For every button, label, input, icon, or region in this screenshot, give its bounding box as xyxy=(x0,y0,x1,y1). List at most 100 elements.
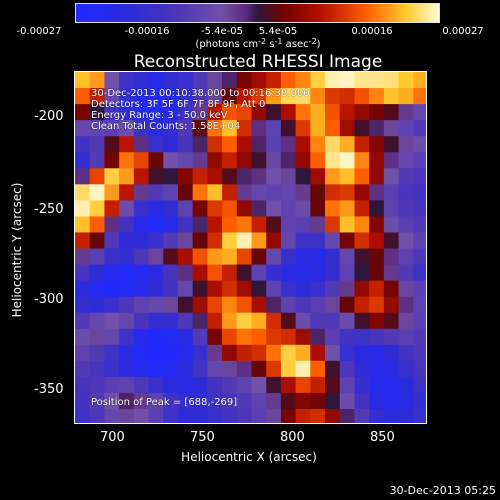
heatmap-cell xyxy=(369,392,385,410)
heatmap-cell xyxy=(369,296,385,314)
heatmap-cell xyxy=(266,360,282,378)
heatmap-cell xyxy=(207,136,223,153)
heatmap-cell xyxy=(177,312,194,330)
heatmap-cell xyxy=(75,200,91,218)
heatmap-cell xyxy=(192,184,208,201)
heatmap-cell xyxy=(325,88,341,105)
heatmap-cell xyxy=(236,120,253,137)
heatmap-cell xyxy=(192,152,208,169)
heatmap-cell xyxy=(280,376,297,394)
generated-timestamp: 30-Dec-2013 05:25 xyxy=(389,484,496,497)
colorbar-units-s: s xyxy=(266,39,275,50)
heatmap-cell xyxy=(89,360,106,378)
heatmap-cell xyxy=(339,184,356,201)
heatmap-cell xyxy=(280,264,297,282)
heatmap-cell xyxy=(104,168,120,185)
heatmap-cell xyxy=(369,88,385,105)
heatmap-cell xyxy=(207,120,223,137)
heatmap-cell xyxy=(280,344,297,362)
heatmap-cell xyxy=(163,264,179,282)
heatmap-cell xyxy=(339,296,356,314)
heatmap-cell xyxy=(192,72,208,89)
heatmap-cell xyxy=(148,408,164,423)
heatmap-cell xyxy=(119,136,135,153)
heatmap-cell xyxy=(177,408,194,423)
heatmap-cell xyxy=(398,200,414,218)
heatmap-cell xyxy=(295,248,311,266)
heatmap-cell xyxy=(104,136,120,153)
heatmap-cell xyxy=(280,232,297,250)
heatmap-cell xyxy=(104,216,120,234)
heatmap-cell xyxy=(119,216,135,234)
heatmap-cell xyxy=(222,312,238,330)
heatmap-cell xyxy=(383,312,400,330)
heatmap-cell xyxy=(192,200,208,218)
heatmap-cell xyxy=(148,152,164,169)
heatmap-cell xyxy=(383,216,400,234)
heatmap-cell xyxy=(148,168,164,185)
heatmap-cell xyxy=(177,216,194,234)
heatmap-cell xyxy=(163,408,179,423)
heatmap-cell xyxy=(325,216,341,234)
heatmap-cell xyxy=(163,200,179,218)
heatmap-cell xyxy=(280,248,297,266)
heatmap-cell xyxy=(398,280,414,298)
heatmap-cell xyxy=(207,360,223,378)
heatmap-cell xyxy=(310,104,326,121)
heatmap-cell xyxy=(119,264,135,282)
heatmap-cell xyxy=(310,168,326,185)
heatmap-cell xyxy=(222,232,238,250)
heatmap-cell xyxy=(413,328,426,346)
heatmap-cell xyxy=(222,392,238,410)
heatmap-cell xyxy=(339,376,356,394)
heatmap-cell xyxy=(148,376,164,394)
heatmap-cell xyxy=(163,280,179,298)
heatmap-cell xyxy=(310,328,326,346)
heatmap-cell xyxy=(251,312,267,330)
heatmap-cell xyxy=(192,264,208,282)
heatmap-cell xyxy=(207,184,223,201)
heatmap-cell xyxy=(325,152,341,169)
heatmap-cell xyxy=(339,72,356,89)
heatmap-cell xyxy=(236,184,253,201)
heatmap-cell xyxy=(104,344,120,362)
heatmap-cell xyxy=(251,392,267,410)
heatmap-cell xyxy=(177,264,194,282)
heatmap-cell xyxy=(413,88,426,105)
heatmap-cell xyxy=(236,408,253,423)
heatmap-cell xyxy=(148,216,164,234)
heatmap-cell xyxy=(89,392,106,410)
x-axis-tick: 700 xyxy=(100,430,125,445)
heatmap-cell xyxy=(398,264,414,282)
heatmap-cell xyxy=(236,296,253,314)
heatmap-cell xyxy=(177,232,194,250)
heatmap-cell xyxy=(192,376,208,394)
heatmap-cell xyxy=(207,200,223,218)
heatmap-cell xyxy=(177,184,194,201)
heatmap-cell xyxy=(148,344,164,362)
heatmap-cell xyxy=(222,376,238,394)
heatmap-cell xyxy=(222,216,238,234)
heatmap-cell xyxy=(251,344,267,362)
heatmap-cell xyxy=(75,296,91,314)
heatmap-cell xyxy=(295,328,311,346)
heatmap-cell xyxy=(413,280,426,298)
heatmap-cell xyxy=(295,136,311,153)
heatmap-cell xyxy=(119,152,135,169)
heatmap-cell xyxy=(89,88,106,105)
heatmap-cell xyxy=(383,72,400,89)
heatmap-cell xyxy=(266,152,282,169)
heatmap-cell xyxy=(398,296,414,314)
heatmap-cell xyxy=(398,360,414,378)
heatmap-cell xyxy=(236,344,253,362)
heatmap-cell xyxy=(222,168,238,185)
heatmap-cell xyxy=(383,200,400,218)
heatmap-cell xyxy=(119,392,135,410)
heatmap-cell xyxy=(177,200,194,218)
heatmap-cell xyxy=(163,88,179,105)
heatmap-cell xyxy=(413,136,426,153)
heatmap-cell xyxy=(383,136,400,153)
heatmap-cell xyxy=(266,104,282,121)
heatmap-cell xyxy=(413,376,426,394)
heatmap-cell xyxy=(339,344,356,362)
